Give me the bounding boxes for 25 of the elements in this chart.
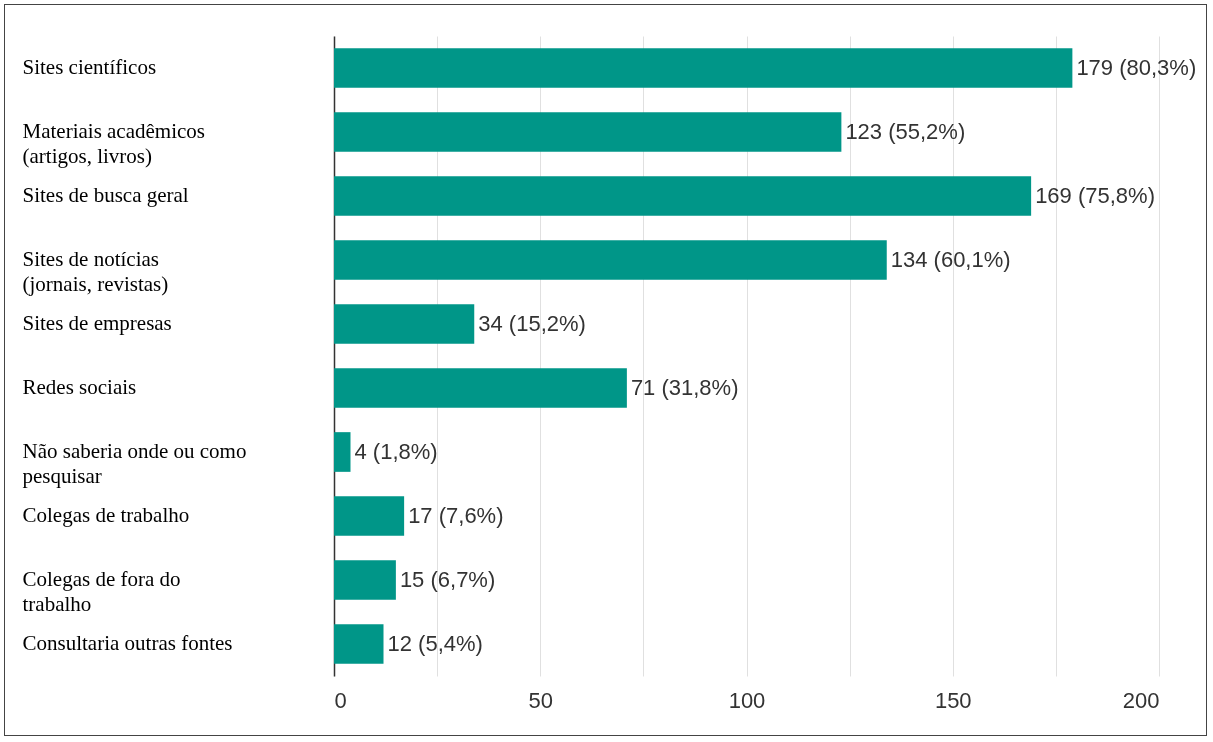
y-tick-label: Consultaria outras fontes — [22, 631, 233, 655]
y-tick-label: Colegas de fora do trabalho — [22, 567, 181, 616]
y-tick-label: Não saberia onde ou como pesquisar — [22, 439, 247, 488]
data-label: 17 (7,6%) — [408, 503, 504, 528]
x-tick-label: 0 — [334, 687, 347, 713]
data-label: 4 (1,8%) — [354, 439, 438, 464]
y-tick-label: Sites de busca geral — [22, 183, 189, 207]
data-label: 179 (80,3%) — [1076, 55, 1197, 80]
data-label: 169 (75,8%) — [1035, 183, 1155, 208]
x-tick-label: 150 — [934, 687, 972, 713]
x-tick-label: 100 — [728, 687, 766, 713]
y-tick-label: Materiais acadêmicos (artigos, livros) — [22, 119, 205, 168]
data-label: 134 (60,1%) — [890, 247, 1011, 272]
y-tick-label: Colegas de trabalho — [22, 503, 190, 527]
y-tick-label: Redes sociais — [22, 375, 137, 399]
x-tick-label: 200 — [1122, 687, 1160, 713]
y-tick-label: Sites científicos — [22, 55, 157, 79]
data-label: 12 (5,4%) — [387, 631, 483, 656]
y-tick-label: Sites de notícias (jornais, revistas) — [22, 247, 169, 296]
data-label: 15 (6,7%) — [399, 567, 496, 592]
x-tick-label: 50 — [528, 687, 553, 713]
data-label: 34 (15,2%) — [478, 311, 586, 336]
y-tick-label: Sites de empresas — [22, 311, 172, 335]
data-label: 123 (55,2%) — [845, 119, 966, 144]
data-label: 71 (31,8%) — [630, 375, 739, 400]
